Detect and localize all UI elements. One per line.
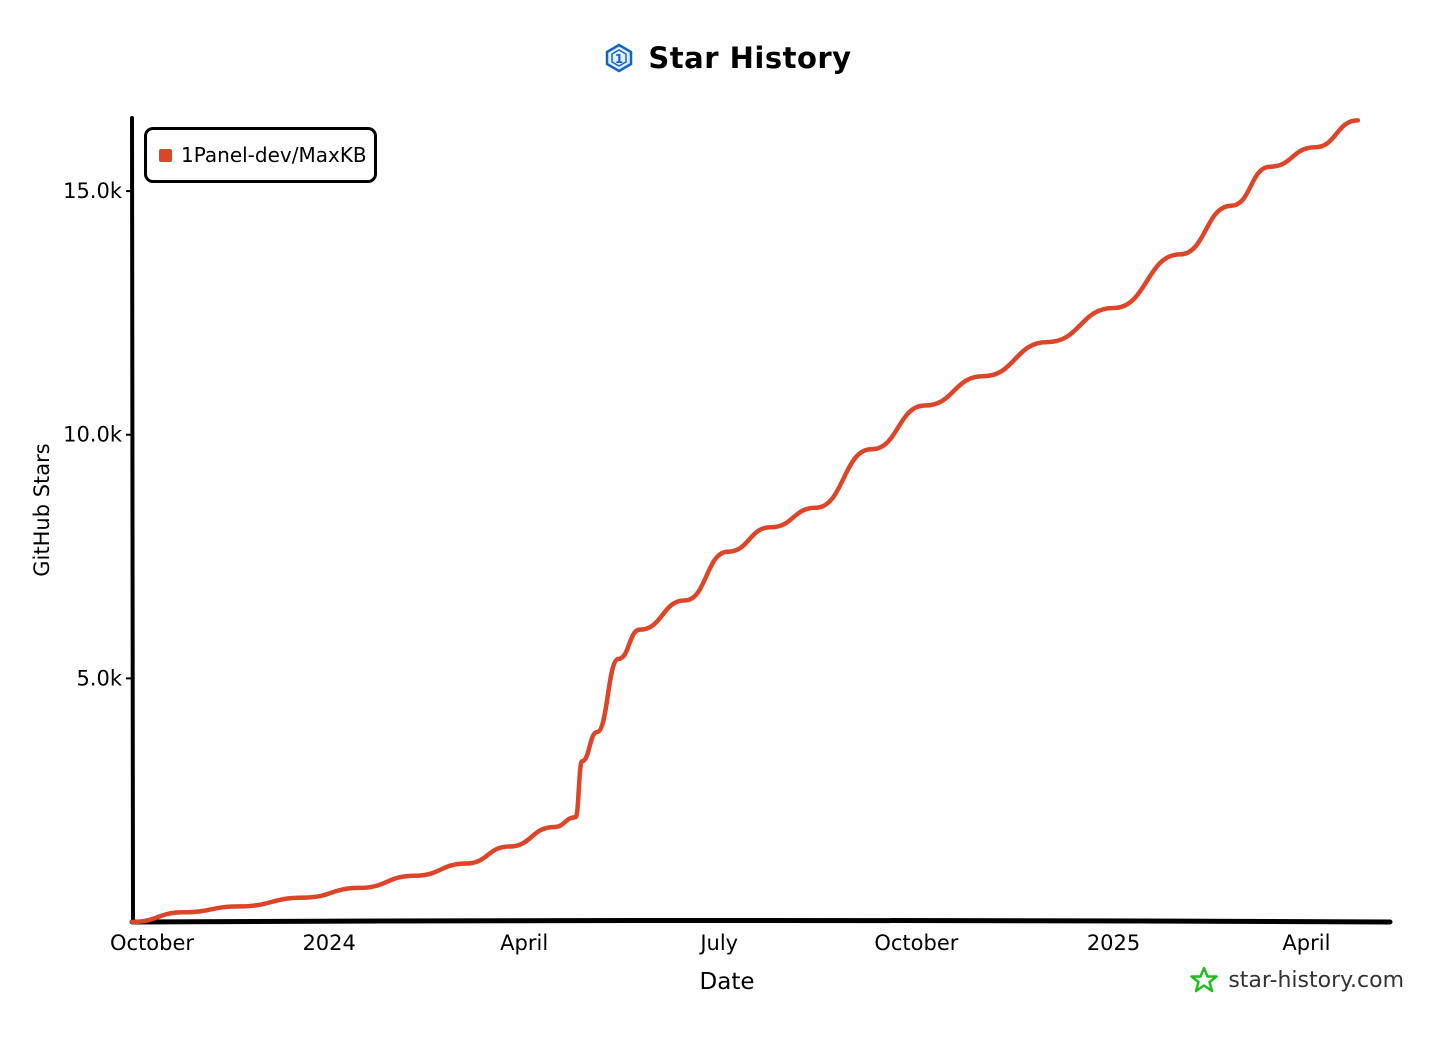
- legend-label: 1Panel-dev/MaxKB: [181, 143, 367, 167]
- y-axis-line: [130, 116, 135, 924]
- chart-title: Star History: [648, 41, 852, 75]
- x-axis-ticks: October 2024 April July October 2025 April: [110, 931, 1330, 955]
- x-tick-label: July: [698, 931, 738, 955]
- chart-header: 1 Star History: [0, 36, 1456, 80]
- y-tick-label: 5.0k: [76, 666, 122, 690]
- x-axis-title: Date: [699, 969, 755, 995]
- x-axis-line: [129, 918, 1393, 925]
- svg-text:1: 1: [615, 52, 623, 66]
- legend-swatch: [159, 148, 172, 162]
- series-line: [129, 118, 1361, 925]
- axes: [129, 116, 1393, 925]
- legend: 1Panel-dev/MaxKB: [144, 127, 377, 183]
- watermark[interactable]: star-history.com: [1190, 966, 1404, 994]
- x-tick-label: October: [110, 931, 194, 955]
- x-tick-label: 2024: [302, 931, 355, 955]
- x-tick-label: April: [1282, 931, 1330, 955]
- y-tick-label: 15.0k: [63, 179, 123, 203]
- watermark-text: star-history.com: [1228, 967, 1404, 993]
- hexagon-1-icon: 1: [606, 43, 633, 73]
- x-tick-label: October: [874, 931, 958, 955]
- x-tick-label: April: [500, 931, 548, 955]
- y-axis-ticks: 5.0k 10.0k 15.0k: [63, 179, 132, 690]
- x-tick-label: 2025: [1087, 931, 1140, 955]
- y-axis-title: GitHub Stars: [30, 443, 54, 577]
- series-layer: [129, 118, 1361, 925]
- y-tick-label: 10.0k: [63, 423, 123, 447]
- star-outline-icon: [1190, 966, 1219, 993]
